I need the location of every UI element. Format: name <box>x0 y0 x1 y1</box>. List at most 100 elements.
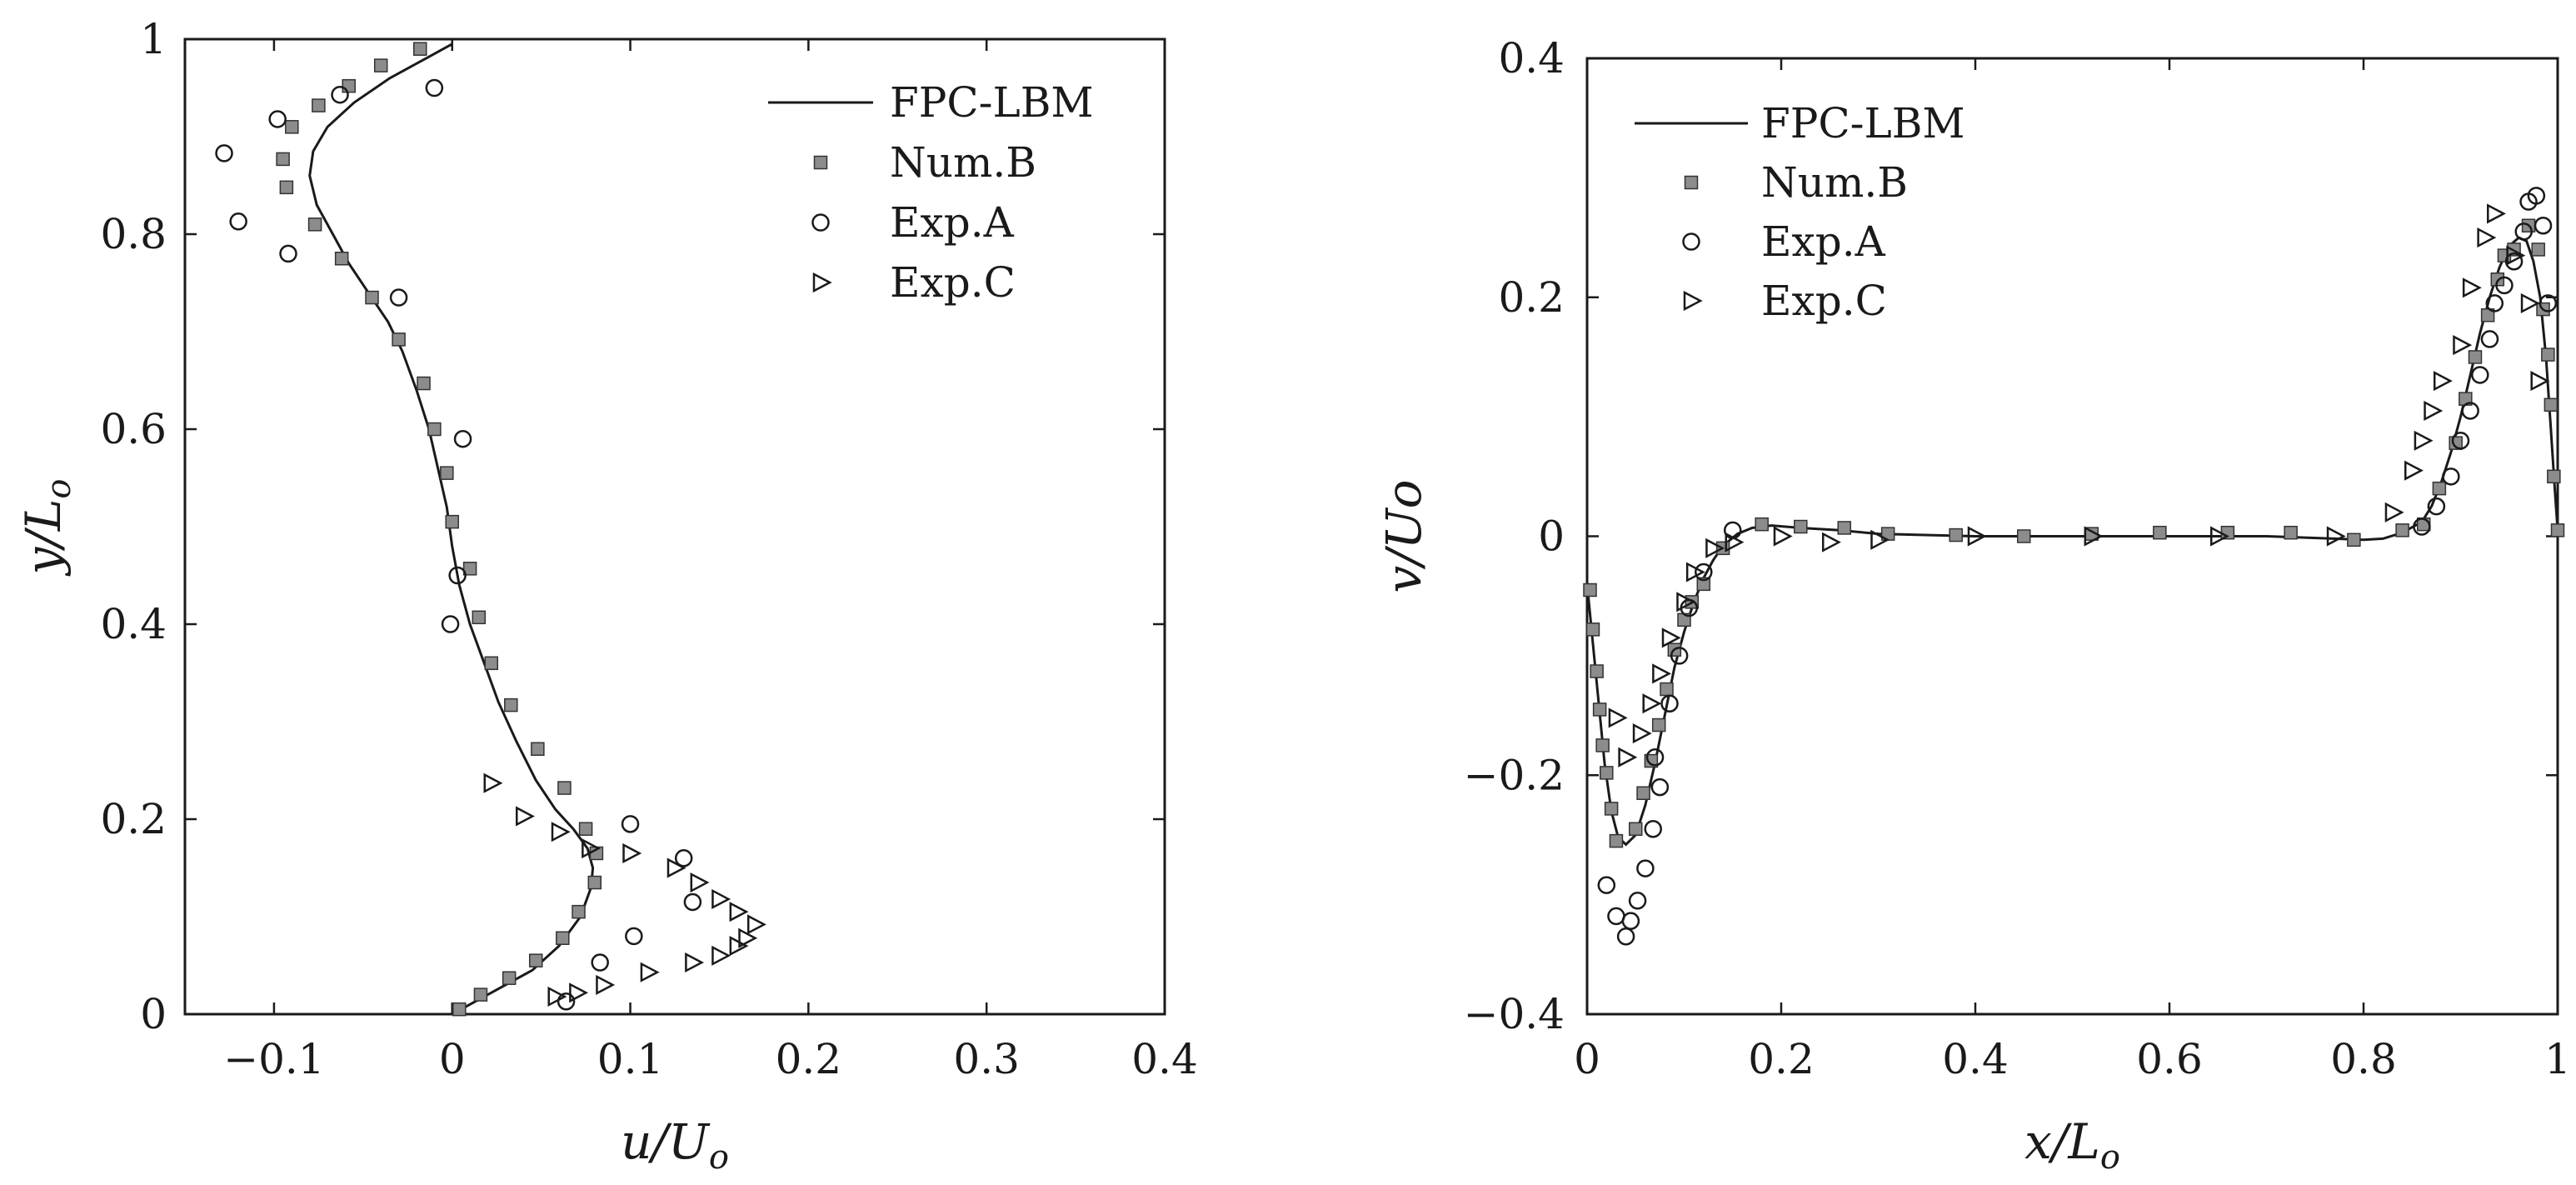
data-point-exp-a <box>2451 432 2470 450</box>
data-point-num-b <box>279 180 294 195</box>
data-point-exp-a <box>1644 820 1662 838</box>
data-point-exp-c <box>2210 526 2229 547</box>
data-point-exp-a <box>1645 748 1665 767</box>
data-point-exp-a <box>279 244 297 263</box>
data-point-num-b <box>392 332 406 347</box>
data-point-exp-a <box>2442 468 2460 486</box>
velocity-profile-v-chart: 0 0.2 0.4 0.6 0.8 1 −0.4 −0.2 0 0.2 0.4 x/Lo v/Uo FPC… <box>1375 34 2571 1177</box>
data-point-exp-c <box>711 888 731 910</box>
data-point-exp-c <box>582 838 602 859</box>
data-point-exp-c <box>2384 502 2404 522</box>
data-point-num-b <box>417 376 431 391</box>
data-point-exp-c <box>2462 278 2482 298</box>
data-point-exp-a <box>2504 252 2524 271</box>
x-tick-label: 0.2 <box>776 1035 842 1083</box>
series-num-b <box>276 42 604 1017</box>
data-point-num-b <box>556 931 570 945</box>
y-tick-label: 0.2 <box>1498 273 1565 322</box>
legend-label-exp-a: Exp.A <box>1761 218 1886 266</box>
data-point-num-b <box>440 466 454 480</box>
data-point-num-b <box>2550 523 2565 538</box>
data-point-exp-c <box>666 858 686 878</box>
data-point-num-b <box>2541 348 2555 362</box>
data-point-exp-c <box>569 982 589 1003</box>
data-point-exp-a <box>683 892 702 912</box>
legend: FPC-LBM Num.B Exp.A Exp.C <box>768 78 1094 307</box>
data-point-exp-a <box>2485 294 2504 312</box>
legend-marker-num-b <box>813 155 828 170</box>
data-point-num-b <box>2432 481 2447 496</box>
x-tick-label: 0.1 <box>597 1035 664 1083</box>
data-point-exp-c <box>1608 708 1628 728</box>
data-point-exp-c <box>729 902 749 922</box>
data-point-num-b <box>412 42 427 56</box>
data-point-num-b <box>1585 622 1600 637</box>
data-point-num-b <box>1660 682 1674 697</box>
data-point-num-b <box>1609 833 1624 848</box>
data-point-exp-a <box>591 953 609 972</box>
data-point-num-b <box>2468 350 2483 364</box>
x-tick-label: 0.4 <box>1131 1035 1198 1083</box>
legend-label-num-b: Num.B <box>1761 158 1908 207</box>
data-point-exp-c <box>685 952 705 973</box>
data-point-num-b <box>2395 523 2409 538</box>
data-point-exp-c <box>516 806 535 827</box>
data-point-exp-c <box>711 945 731 966</box>
data-point-num-b <box>2284 525 2298 540</box>
data-point-num-b <box>365 290 379 305</box>
data-point-num-b <box>531 742 545 757</box>
data-point-exp-c <box>1773 526 1793 547</box>
legend-label-fpc-lbm: FPC-LBM <box>890 78 1094 127</box>
x-tick-label: 0.2 <box>1748 1035 1815 1083</box>
data-point-exp-a <box>1636 859 1655 878</box>
data-point-exp-a <box>1628 892 1647 910</box>
legend-label-fpc-lbm: FPC-LBM <box>1761 99 1965 148</box>
data-point-num-b <box>1592 702 1607 717</box>
data-point-num-b <box>1949 528 1963 542</box>
data-point-num-b <box>342 78 356 93</box>
x-tick-label: 1 <box>2544 1035 2571 1083</box>
y-tick-label: 0.4 <box>100 600 167 648</box>
legend-marker-exp-c <box>1683 290 1703 312</box>
data-point-exp-a <box>1660 694 1679 712</box>
x-axis-label: x/Lo <box>2024 1113 2120 1177</box>
data-point-num-b <box>307 218 322 232</box>
data-point-exp-c <box>1618 747 1638 768</box>
y-tick-label: 0.8 <box>100 210 167 258</box>
data-point-exp-a <box>2480 330 2499 348</box>
legend-label-exp-c: Exp.C <box>890 258 1016 307</box>
data-point-exp-a <box>2534 216 2553 235</box>
x-axis-label: u/Uo <box>621 1113 729 1177</box>
data-point-num-b <box>285 120 299 134</box>
data-point-exp-c <box>2084 526 2104 547</box>
legend-marker-exp-c <box>812 272 832 293</box>
legend-marker-exp-a <box>811 213 830 232</box>
data-point-num-b <box>472 610 487 625</box>
data-point-exp-a <box>2427 497 2446 516</box>
data-point-num-b <box>2531 242 2545 257</box>
data-point-exp-a <box>425 78 444 98</box>
y-tick-label: 0.2 <box>100 795 167 843</box>
data-point-exp-a <box>441 615 460 633</box>
legend-marker-exp-a <box>1682 232 1700 251</box>
y-tick-label: −0.4 <box>1464 990 1565 1038</box>
data-point-exp-c <box>2530 371 2550 392</box>
data-point-exp-c <box>2487 203 2506 224</box>
data-point-num-b <box>504 698 518 712</box>
data-point-num-b <box>2490 272 2505 287</box>
data-point-num-b <box>572 904 586 919</box>
data-point-exp-c <box>1705 538 1725 558</box>
data-point-exp-a <box>1650 778 1670 797</box>
y-tick-label: 0.4 <box>1498 34 1565 82</box>
data-point-num-b <box>1636 786 1650 801</box>
data-point-exp-c <box>1652 663 1672 684</box>
data-point-exp-c <box>551 822 571 842</box>
y-tick-label: 0 <box>140 990 167 1038</box>
data-point-exp-c <box>2477 227 2497 248</box>
data-point-num-b <box>2547 469 2561 484</box>
data-point-num-b <box>1651 718 1666 732</box>
data-point-exp-a <box>1597 876 1616 894</box>
legend-marker-num-b <box>1684 175 1699 190</box>
data-point-num-b <box>445 514 459 529</box>
